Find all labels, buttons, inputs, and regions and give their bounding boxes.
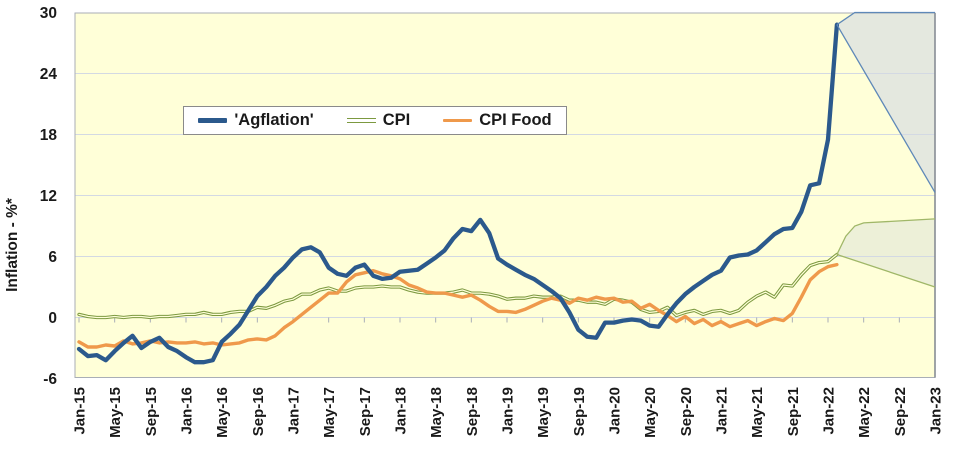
y-tick-label-12: 12 <box>40 188 57 205</box>
x-tick-label-Sep-21: Sep-21 <box>785 387 802 436</box>
x-tick-label-Jan-18: Jan-18 <box>393 387 410 435</box>
x-tick-label-Jan-16: Jan-16 <box>179 387 196 435</box>
x-tick-label-Sep-18: Sep-18 <box>464 387 481 436</box>
legend-item-cpi-food: CPI Food <box>443 111 552 130</box>
fan-upper-edge-1 <box>836 218 936 255</box>
x-tick-label-Sep-19: Sep-19 <box>571 387 588 436</box>
y-tick-label-24: 24 <box>40 66 58 83</box>
x-tick-label-Jan-23: Jan-23 <box>928 387 945 435</box>
x-tick-label-May-19: May-19 <box>535 387 552 438</box>
y-axis-title: Inflation - %* <box>4 197 21 292</box>
agflation-line-icon <box>198 118 228 123</box>
x-tick-label-Sep-15: Sep-15 <box>143 387 160 436</box>
fan-lower-edge-1 <box>836 253 936 288</box>
series-agflation <box>76 22 840 365</box>
x-tick-label-Sep-16: Sep-16 <box>250 387 267 436</box>
x-tick-label-May-21: May-21 <box>749 387 766 438</box>
chart-legend: 'Agflation' CPI CPI Food <box>183 106 567 135</box>
x-tick-label-Sep-17: Sep-17 <box>357 387 374 436</box>
legend-item-cpi: CPI <box>346 111 411 130</box>
y-tick-label-30: 30 <box>40 5 57 22</box>
x-tick-label-Sep-20: Sep-20 <box>678 387 695 436</box>
cpi-food-line-icon <box>443 118 473 123</box>
y-tick-label--6: -6 <box>43 371 57 388</box>
y-tick-label-0: 0 <box>48 310 57 327</box>
fan-upper-edge-0 <box>836 11 935 26</box>
legend-item-agflation: 'Agflation' <box>198 111 314 130</box>
cpi-double-line-icon <box>346 117 376 124</box>
y-tick-label-18: 18 <box>40 127 58 144</box>
x-tick-label-Sep-22: Sep-22 <box>892 387 909 436</box>
x-tick-label-May-18: May-18 <box>428 387 445 438</box>
x-tick-label-Jan-21: Jan-21 <box>714 387 731 435</box>
forecast-fan-0 <box>836 12 935 193</box>
x-tick-label-Jan-15: Jan-15 <box>72 387 89 435</box>
x-tick-label-Jan-17: Jan-17 <box>286 387 303 435</box>
legend-label-cpi: CPI <box>382 111 411 129</box>
x-tick-label-Jan-22: Jan-22 <box>821 387 838 435</box>
x-tick-label-May-17: May-17 <box>321 387 338 438</box>
legend-label-agflation: 'Agflation' <box>234 111 314 129</box>
series-cpi-inner-highlight <box>78 253 838 319</box>
fan-lower-edge-0 <box>836 24 936 193</box>
x-tick-label-May-16: May-16 <box>214 387 231 438</box>
x-tick-label-May-15: May-15 <box>107 387 124 438</box>
plot-area: 30 24 18 12 6 0 -6 Jan-15 May-15 Sep-15 Jan-16 May-… <box>40 5 945 438</box>
legend-label-cpi-food: CPI Food <box>479 111 552 129</box>
x-tick-label-May-22: May-22 <box>856 387 873 438</box>
x-tick-label-Jan-20: Jan-20 <box>607 387 624 435</box>
forecast-fan-1 <box>836 218 935 287</box>
x-tick-label-Jan-19: Jan-19 <box>500 387 517 435</box>
y-tick-label-6: 6 <box>48 249 57 266</box>
series-cpi-food <box>77 262 839 349</box>
x-tick-label-May-20: May-20 <box>642 387 659 438</box>
